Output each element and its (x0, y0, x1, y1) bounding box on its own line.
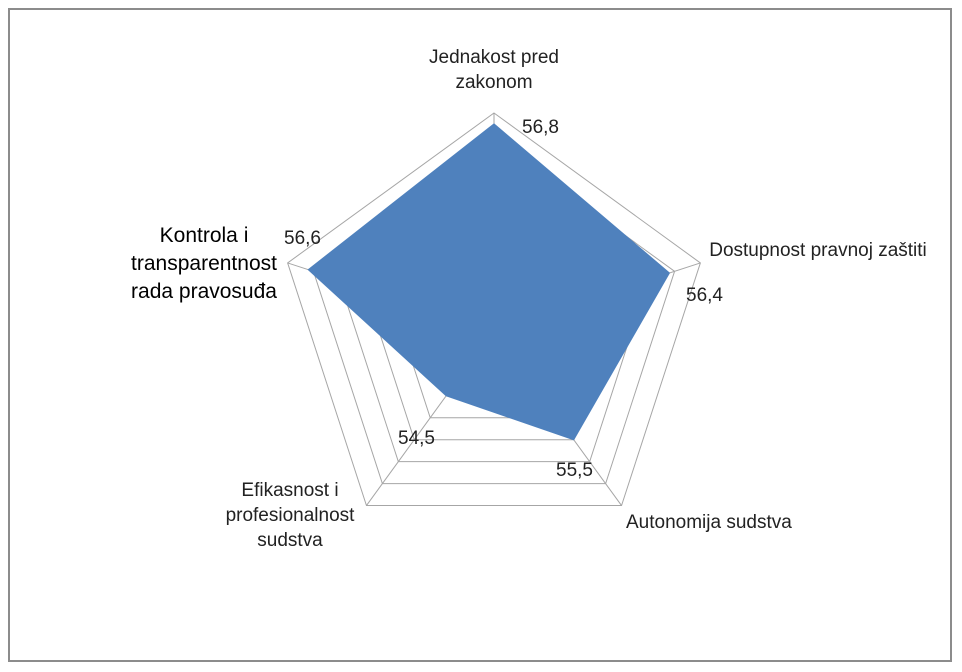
category-label: Dostupnost pravnoj zaštiti (709, 240, 927, 261)
category-label: Efikasnost i profesionalnost sudstva (225, 480, 355, 551)
data-area (307, 123, 671, 441)
value-label: 56,6 (284, 228, 321, 249)
value-label: 56,4 (686, 285, 723, 306)
category-label: Jednakost pred zakonom (429, 47, 559, 93)
chart-frame (8, 8, 952, 662)
category-label: Kontrola i transparentnost rada pravosuđ… (131, 224, 277, 303)
value-label: 54,5 (398, 428, 435, 449)
category-label: Autonomija sudstva (626, 512, 792, 533)
grid-ring (287, 112, 701, 507)
value-label: 56,8 (522, 117, 559, 138)
value-label: 55,5 (556, 460, 593, 481)
